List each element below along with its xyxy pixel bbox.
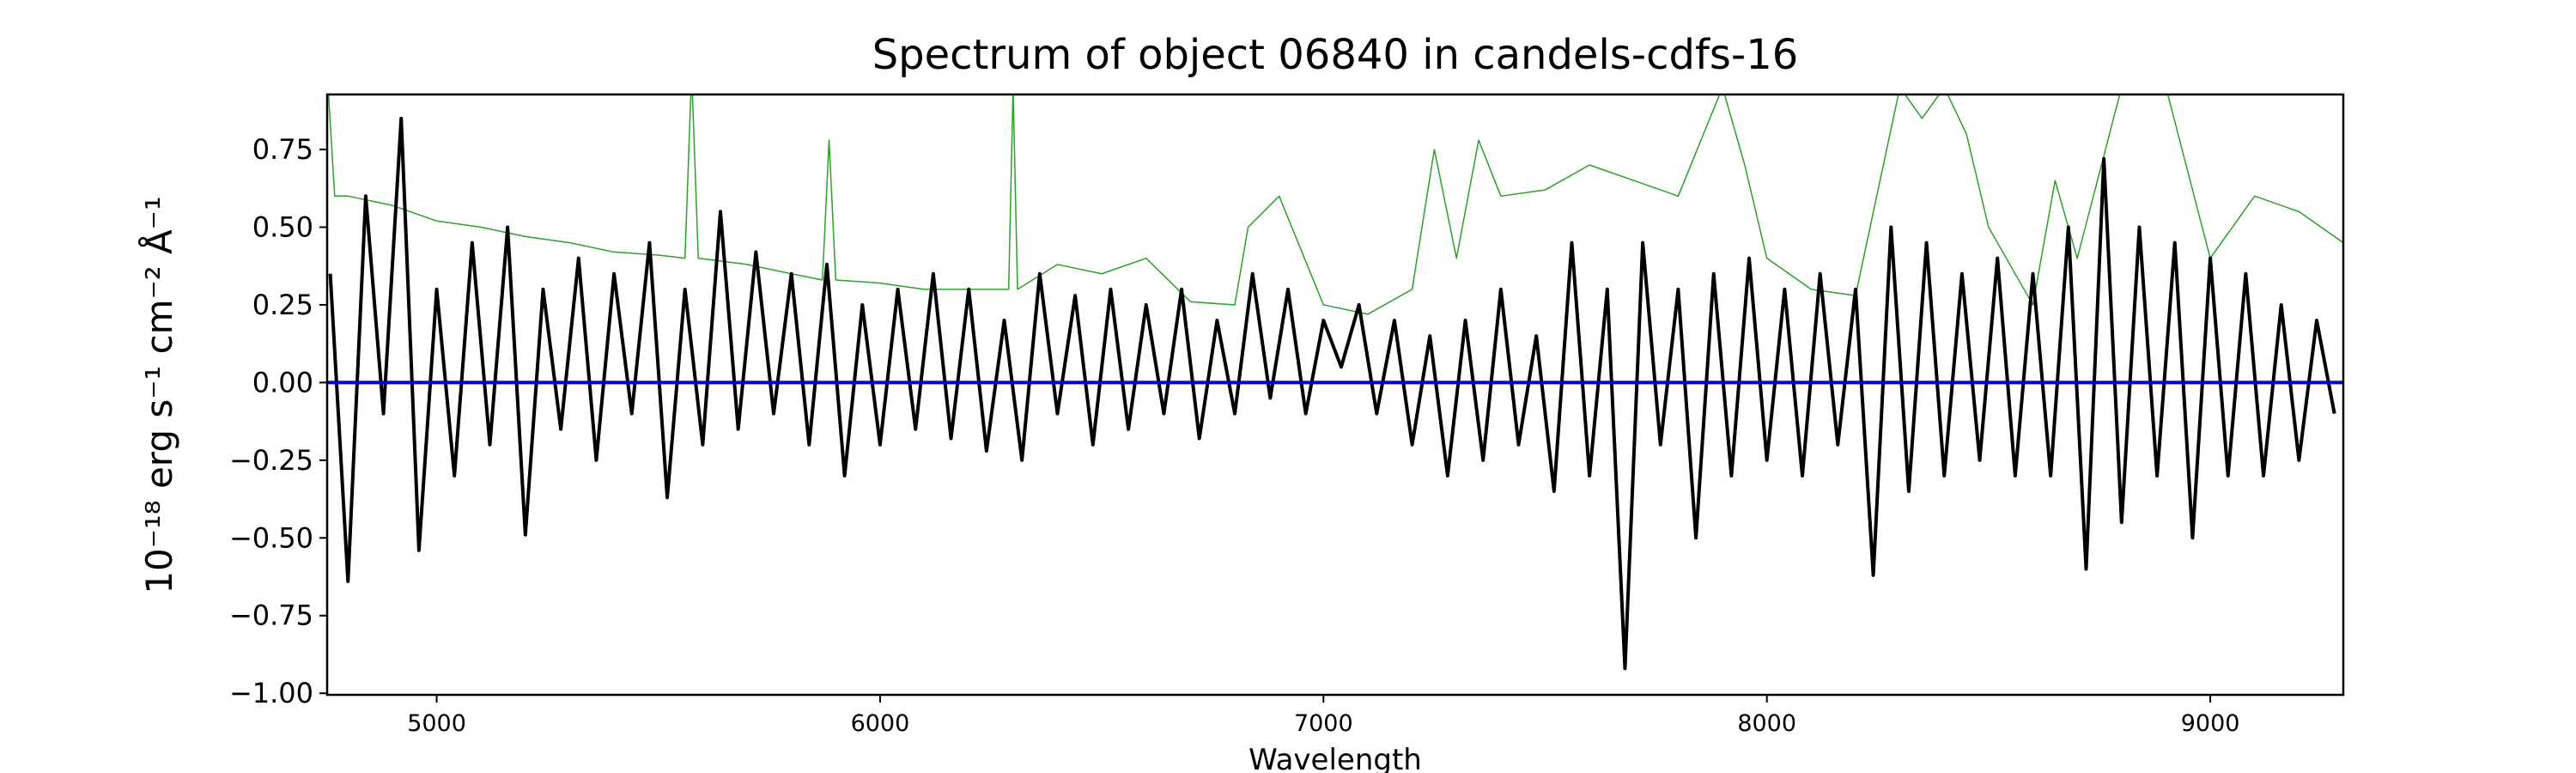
plot-area [327,94,2343,671]
y-tick-label: 0.25 [252,289,313,321]
x-tick-label: 5000 [407,710,466,737]
spectrum-line [328,116,2336,671]
y-tick-label: 0.50 [252,210,313,243]
axes-frame [325,93,2345,697]
y-tick-label: 0.75 [252,133,313,166]
x-axis-label: Wavelength [1249,743,1422,773]
chart-title: Spectrum of object 06840 in candels-cdfs… [872,31,1799,79]
y-tick-label: −0.25 [229,444,313,477]
y-tick-label: 0.00 [252,366,313,399]
x-tick-label: 8000 [1737,710,1796,737]
x-tick-label: 9000 [2181,710,2240,737]
y-axis-label: 10⁻¹⁸ erg s⁻¹ cm⁻² Å⁻¹ [137,196,180,593]
y-tick-label: −0.75 [229,600,313,632]
x-tick-label: 6000 [851,710,910,737]
y-tick-label: −1.00 [229,677,313,709]
y-tick-label: −0.50 [229,521,313,554]
x-tick-label: 7000 [1294,710,1353,737]
spectrum-line [327,94,2343,315]
